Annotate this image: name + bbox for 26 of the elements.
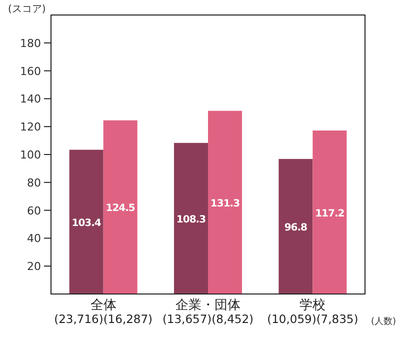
- x-tick-label: 全体 (23,716)(16,287): [54, 298, 153, 326]
- y-tick-label: 120: [20, 120, 41, 134]
- bar: [278, 158, 313, 294]
- x-tick-label: 学校 (10,059)(7,835): [267, 298, 358, 326]
- text: (人数): [371, 316, 396, 327]
- y-tick-label: 100: [20, 148, 41, 162]
- data-label: 124.5: [106, 203, 136, 214]
- bar: [208, 110, 242, 294]
- bar: [312, 130, 347, 294]
- data-label: 131.3: [210, 198, 240, 210]
- y-tick-label: 140: [20, 92, 41, 106]
- y-tick-label: 60: [27, 204, 41, 218]
- data-label: 96.8: [284, 222, 308, 234]
- data-label: 103.4: [72, 218, 102, 229]
- bar: [69, 150, 104, 294]
- y-tick-label: 40: [27, 232, 41, 246]
- y-tick-label: 160: [20, 64, 41, 78]
- x-tick-label: 企業・団体 (13,657)(8,452): [162, 298, 254, 326]
- y-axis-title: (スコア): [8, 4, 46, 15]
- y-tick-label: 80: [27, 176, 41, 190]
- bar: [103, 120, 138, 294]
- y-tick-label: 20: [27, 260, 41, 274]
- data-label: 117.2: [315, 208, 345, 220]
- y-tick-label: 180: [20, 36, 41, 50]
- bar: [174, 142, 208, 294]
- data-label: 108.3: [176, 214, 206, 226]
